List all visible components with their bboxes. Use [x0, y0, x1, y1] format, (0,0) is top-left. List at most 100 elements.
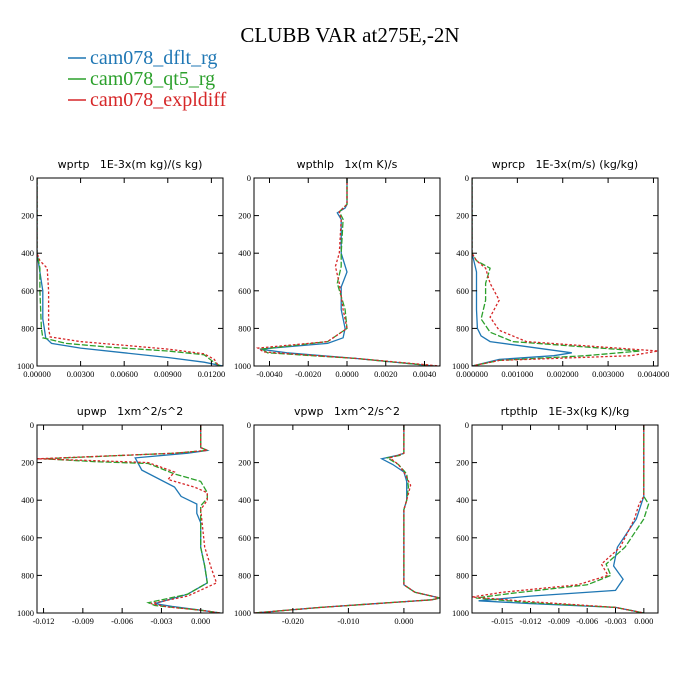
panel-4: upwp 1xm^2/s^2 0 200 400 600 800 1000-0.012 -0.… [17, 405, 224, 626]
plot-frame [471, 424, 659, 614]
x-tick-label: 0.000 [634, 616, 653, 626]
x-tick-label: 0.00900 [154, 369, 182, 379]
y-tick-label: 200 [456, 211, 469, 221]
y-tick-label: 600 [238, 286, 251, 296]
y-tick-label: 200 [238, 458, 251, 468]
y-tick-label: 800 [21, 570, 34, 580]
series-line-cam078_expldiff [37, 178, 220, 366]
y-tick-label: 600 [21, 533, 34, 543]
series-line-cam078_dflt_rg [478, 425, 645, 613]
x-tick-label: -0.003 [605, 616, 627, 626]
x-tick-label: 0.0040 [413, 369, 436, 379]
panel-5: vpwp 1xm^2/s^2 0 200 400 600 800 1000 -0.020 -0.… [234, 405, 441, 626]
y-tick-label: 600 [238, 533, 251, 543]
y-tick-label: 0 [30, 420, 34, 430]
y-tick-label: 600 [21, 286, 34, 296]
y-tick-label: 0 [465, 173, 469, 183]
y-tick-label: 400 [21, 495, 34, 505]
plot-frame [253, 424, 441, 614]
x-tick-label: -0.006 [111, 616, 133, 626]
panel-title: vpwp 1xm^2/s^2 [294, 405, 400, 418]
x-tick-label: -0.009 [548, 616, 570, 626]
y-tick-label: 800 [238, 323, 251, 333]
series-line-cam078_qt5_rg [254, 425, 440, 613]
y-tick-label: 200 [21, 211, 34, 221]
series-line-cam078_qt5_rg [475, 425, 650, 613]
series-line-cam078_qt5_rg [43, 425, 221, 613]
x-tick-label: -0.020 [282, 616, 304, 626]
y-tick-label: 400 [238, 495, 251, 505]
y-tick-label: 1000 [234, 608, 251, 618]
x-tick-label: 0.000 [191, 616, 210, 626]
x-tick-label: -0.012 [33, 616, 55, 626]
x-tick-label: 0.001000 [501, 369, 533, 379]
y-tick-label: 600 [456, 286, 469, 296]
y-tick-label: 600 [456, 533, 469, 543]
panel-3: wprcp 1E-3x(m/s) (kg/kg) 0 200 400 600 800 100… [452, 158, 669, 379]
series-line-cam078_expldiff [255, 178, 440, 366]
x-tick-label: -0.0040 [256, 369, 282, 379]
series-line-cam078_expldiff [37, 425, 221, 613]
series-line-cam078_dflt_rg [254, 425, 440, 613]
x-tick-label: 0.002000 [547, 369, 579, 379]
y-tick-label: 1000 [17, 361, 34, 371]
y-tick-label: 0 [30, 173, 34, 183]
series-line-cam078_expldiff [472, 425, 645, 613]
y-tick-label: 200 [456, 458, 469, 468]
panel-title: upwp 1xm^2/s^2 [77, 405, 184, 418]
series-line-cam078_qt5_rg [472, 178, 640, 366]
series-line-cam078_dflt_rg [472, 178, 572, 366]
legend: cam078_dflt_rg cam078_qt5_rg cam078_expl… [68, 47, 227, 111]
y-tick-label: 400 [456, 248, 469, 258]
x-tick-label: 0.000000 [456, 369, 488, 379]
y-tick-label: 1000 [17, 608, 34, 618]
y-tick-label: 1000 [452, 608, 469, 618]
x-tick-label: 0.0020 [374, 369, 397, 379]
panel-2: wpthlp 1x(m K)/s 0 200 400 600 800 1000 -0.0040… [234, 158, 441, 379]
panel-6: rtpthlp 1E-3x(kg K)/kg 0 200 400 600 800 1000 -… [452, 405, 659, 626]
y-tick-label: 200 [21, 458, 34, 468]
y-tick-label: 0 [247, 420, 251, 430]
plot-frame [36, 177, 224, 367]
series-line-cam078_qt5_rg [259, 178, 435, 366]
x-tick-label: -0.009 [72, 616, 94, 626]
y-tick-label: 1000 [234, 361, 251, 371]
panel-grid: wprtp 1E-3x(m kg)/(s kg) 0 200 400 600 800 100… [17, 158, 669, 626]
x-tick-label: 0.003000 [592, 369, 624, 379]
y-tick-label: 0 [247, 173, 251, 183]
y-tick-label: 800 [456, 323, 469, 333]
panel-title: wprtp 1E-3x(m kg)/(s kg) [58, 158, 203, 171]
x-tick-label: -0.006 [576, 616, 598, 626]
panel-title: wpthlp 1x(m K)/s [297, 158, 398, 171]
y-tick-label: 1000 [452, 361, 469, 371]
x-tick-label: -0.015 [491, 616, 513, 626]
plot-frame [471, 177, 659, 367]
legend-label-expldiff: cam078_expldiff [90, 89, 227, 111]
y-tick-label: 800 [238, 570, 251, 580]
y-tick-label: 0 [465, 420, 469, 430]
y-tick-label: 400 [456, 495, 469, 505]
x-tick-label: 0.01200 [198, 369, 226, 379]
panel-title: rtpthlp 1E-3x(kg K)/kg [501, 405, 630, 418]
y-tick-label: 400 [21, 248, 34, 258]
x-tick-label: -0.012 [520, 616, 542, 626]
x-tick-label: -0.0020 [295, 369, 321, 379]
plot-frame [36, 424, 224, 614]
x-tick-label: -0.003 [150, 616, 172, 626]
series-line-cam078_dflt_rg [37, 178, 223, 366]
panel-title: wprcp 1E-3x(m/s) (kg/kg) [492, 158, 638, 171]
y-tick-label: 800 [21, 323, 34, 333]
series-line-cam078_dflt_rg [134, 425, 221, 613]
y-tick-label: 200 [238, 211, 251, 221]
legend-label-qt5: cam078_qt5_rg [90, 68, 215, 90]
x-tick-label: 0.00000 [23, 369, 51, 379]
x-tick-label: -0.010 [337, 616, 359, 626]
x-tick-label: 0.004000 [638, 369, 670, 379]
series-line-cam078_expldiff [472, 178, 658, 366]
legend-label-dflt: cam078_dflt_rg [90, 47, 217, 69]
x-tick-label: 0.000 [394, 616, 413, 626]
y-tick-label: 800 [456, 570, 469, 580]
series-line-cam078_dflt_rg [259, 178, 435, 366]
series-line-cam078_qt5_rg [37, 178, 221, 366]
